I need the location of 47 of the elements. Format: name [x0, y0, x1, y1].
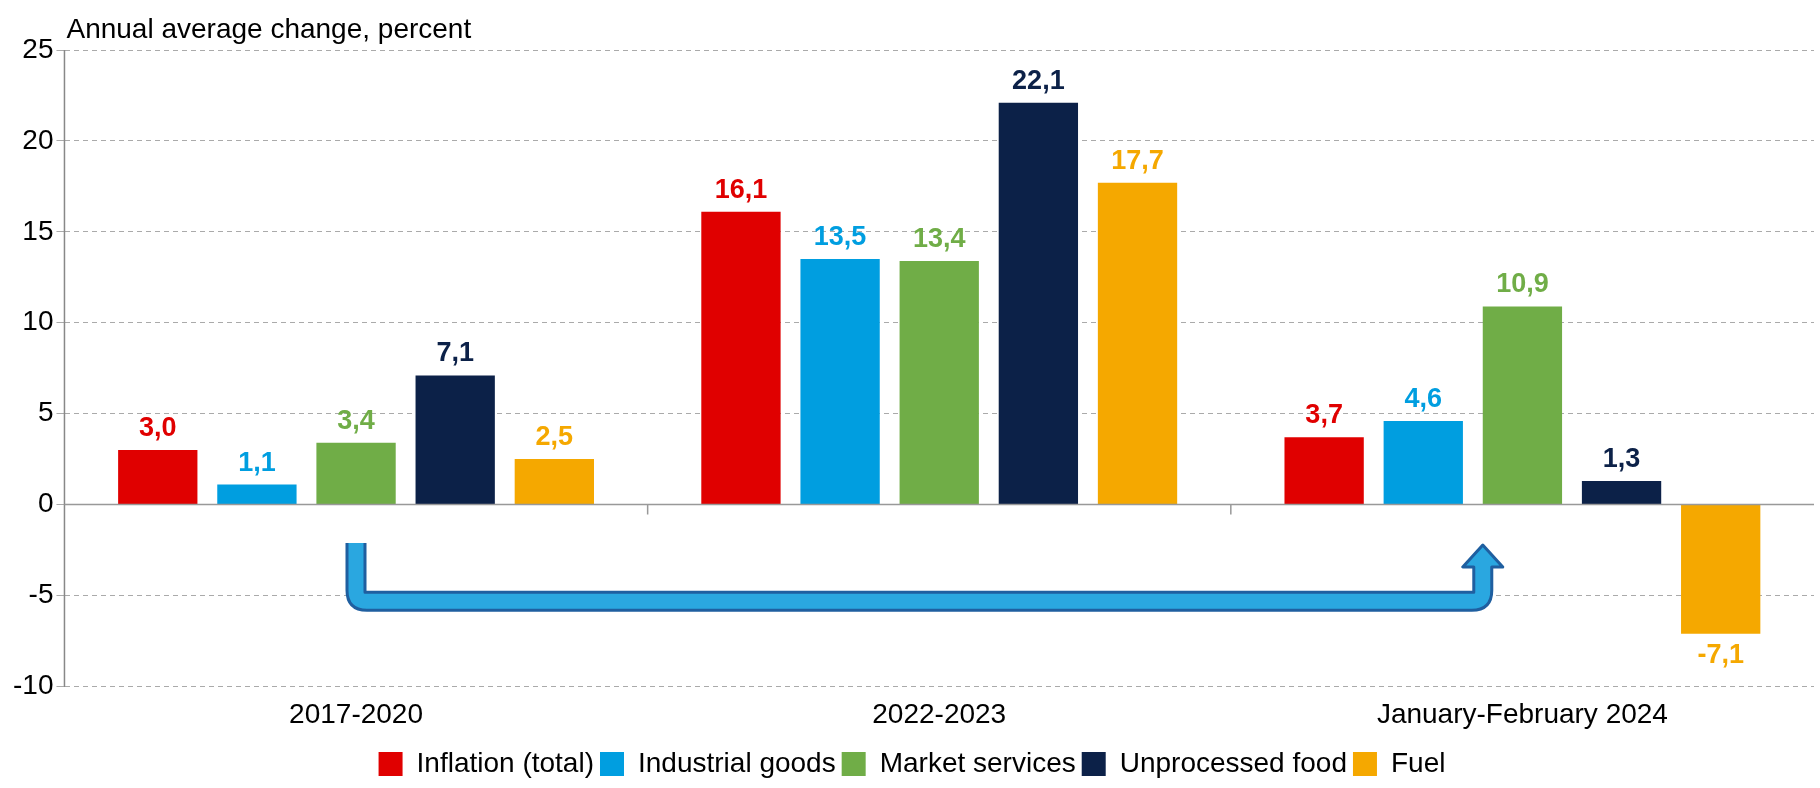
bar [800, 259, 880, 505]
bar [1482, 306, 1563, 505]
y-tick-label: 25 [22, 32, 54, 64]
legend-label: Industrial goods [637, 746, 836, 778]
bar [899, 260, 979, 505]
legend-label: Unprocessed food [1119, 746, 1347, 778]
y-tick-label: 20 [22, 123, 54, 155]
y-tick-label: -10 [13, 669, 54, 701]
data-label: -7,1 [1697, 638, 1744, 669]
x-tick-label: 2017-2020 [289, 697, 424, 729]
bar [998, 102, 1079, 505]
data-label: 2,5 [535, 421, 574, 452]
data-label: 1,1 [238, 446, 276, 477]
data-label: 3,0 [139, 411, 177, 442]
bar [316, 442, 396, 505]
y-tick-label: -5 [28, 578, 54, 610]
y-tick-label: 10 [22, 305, 54, 337]
data-label: 13,4 [912, 222, 966, 253]
bar [1284, 437, 1364, 505]
bar [514, 459, 594, 505]
y-tick-label: 0 [37, 487, 54, 519]
y-tick-label: 15 [22, 214, 54, 246]
data-label: 3,4 [337, 404, 375, 435]
legend-label: Fuel [1390, 746, 1446, 778]
data-label: 10,9 [1496, 268, 1549, 299]
bar [701, 211, 781, 505]
y-tick-label: 5 [37, 396, 54, 428]
bar [1681, 505, 1761, 634]
bar [217, 484, 297, 505]
legend-label: Market services [879, 746, 1076, 778]
data-label: 17,7 [1111, 144, 1164, 175]
data-label: 16,1 [714, 173, 768, 204]
data-label: 3,7 [1305, 399, 1343, 430]
bar [1097, 182, 1178, 505]
data-label: 7,1 [436, 337, 474, 368]
legend-label: Inflation (total) [416, 746, 594, 778]
x-tick-label: 2022-2023 [872, 697, 1007, 729]
bar [1383, 420, 1463, 505]
data-label: 4,6 [1404, 382, 1443, 413]
data-label: 22,1 [1012, 64, 1065, 95]
data-label: 1,3 [1602, 442, 1641, 473]
bar [1581, 480, 1662, 505]
x-tick-label: January-February 2024 [1376, 697, 1668, 729]
data-label: 13,5 [813, 221, 867, 252]
y-axis-title: Annual average change, percent [66, 12, 472, 44]
bar [415, 375, 495, 505]
bar [118, 450, 198, 505]
